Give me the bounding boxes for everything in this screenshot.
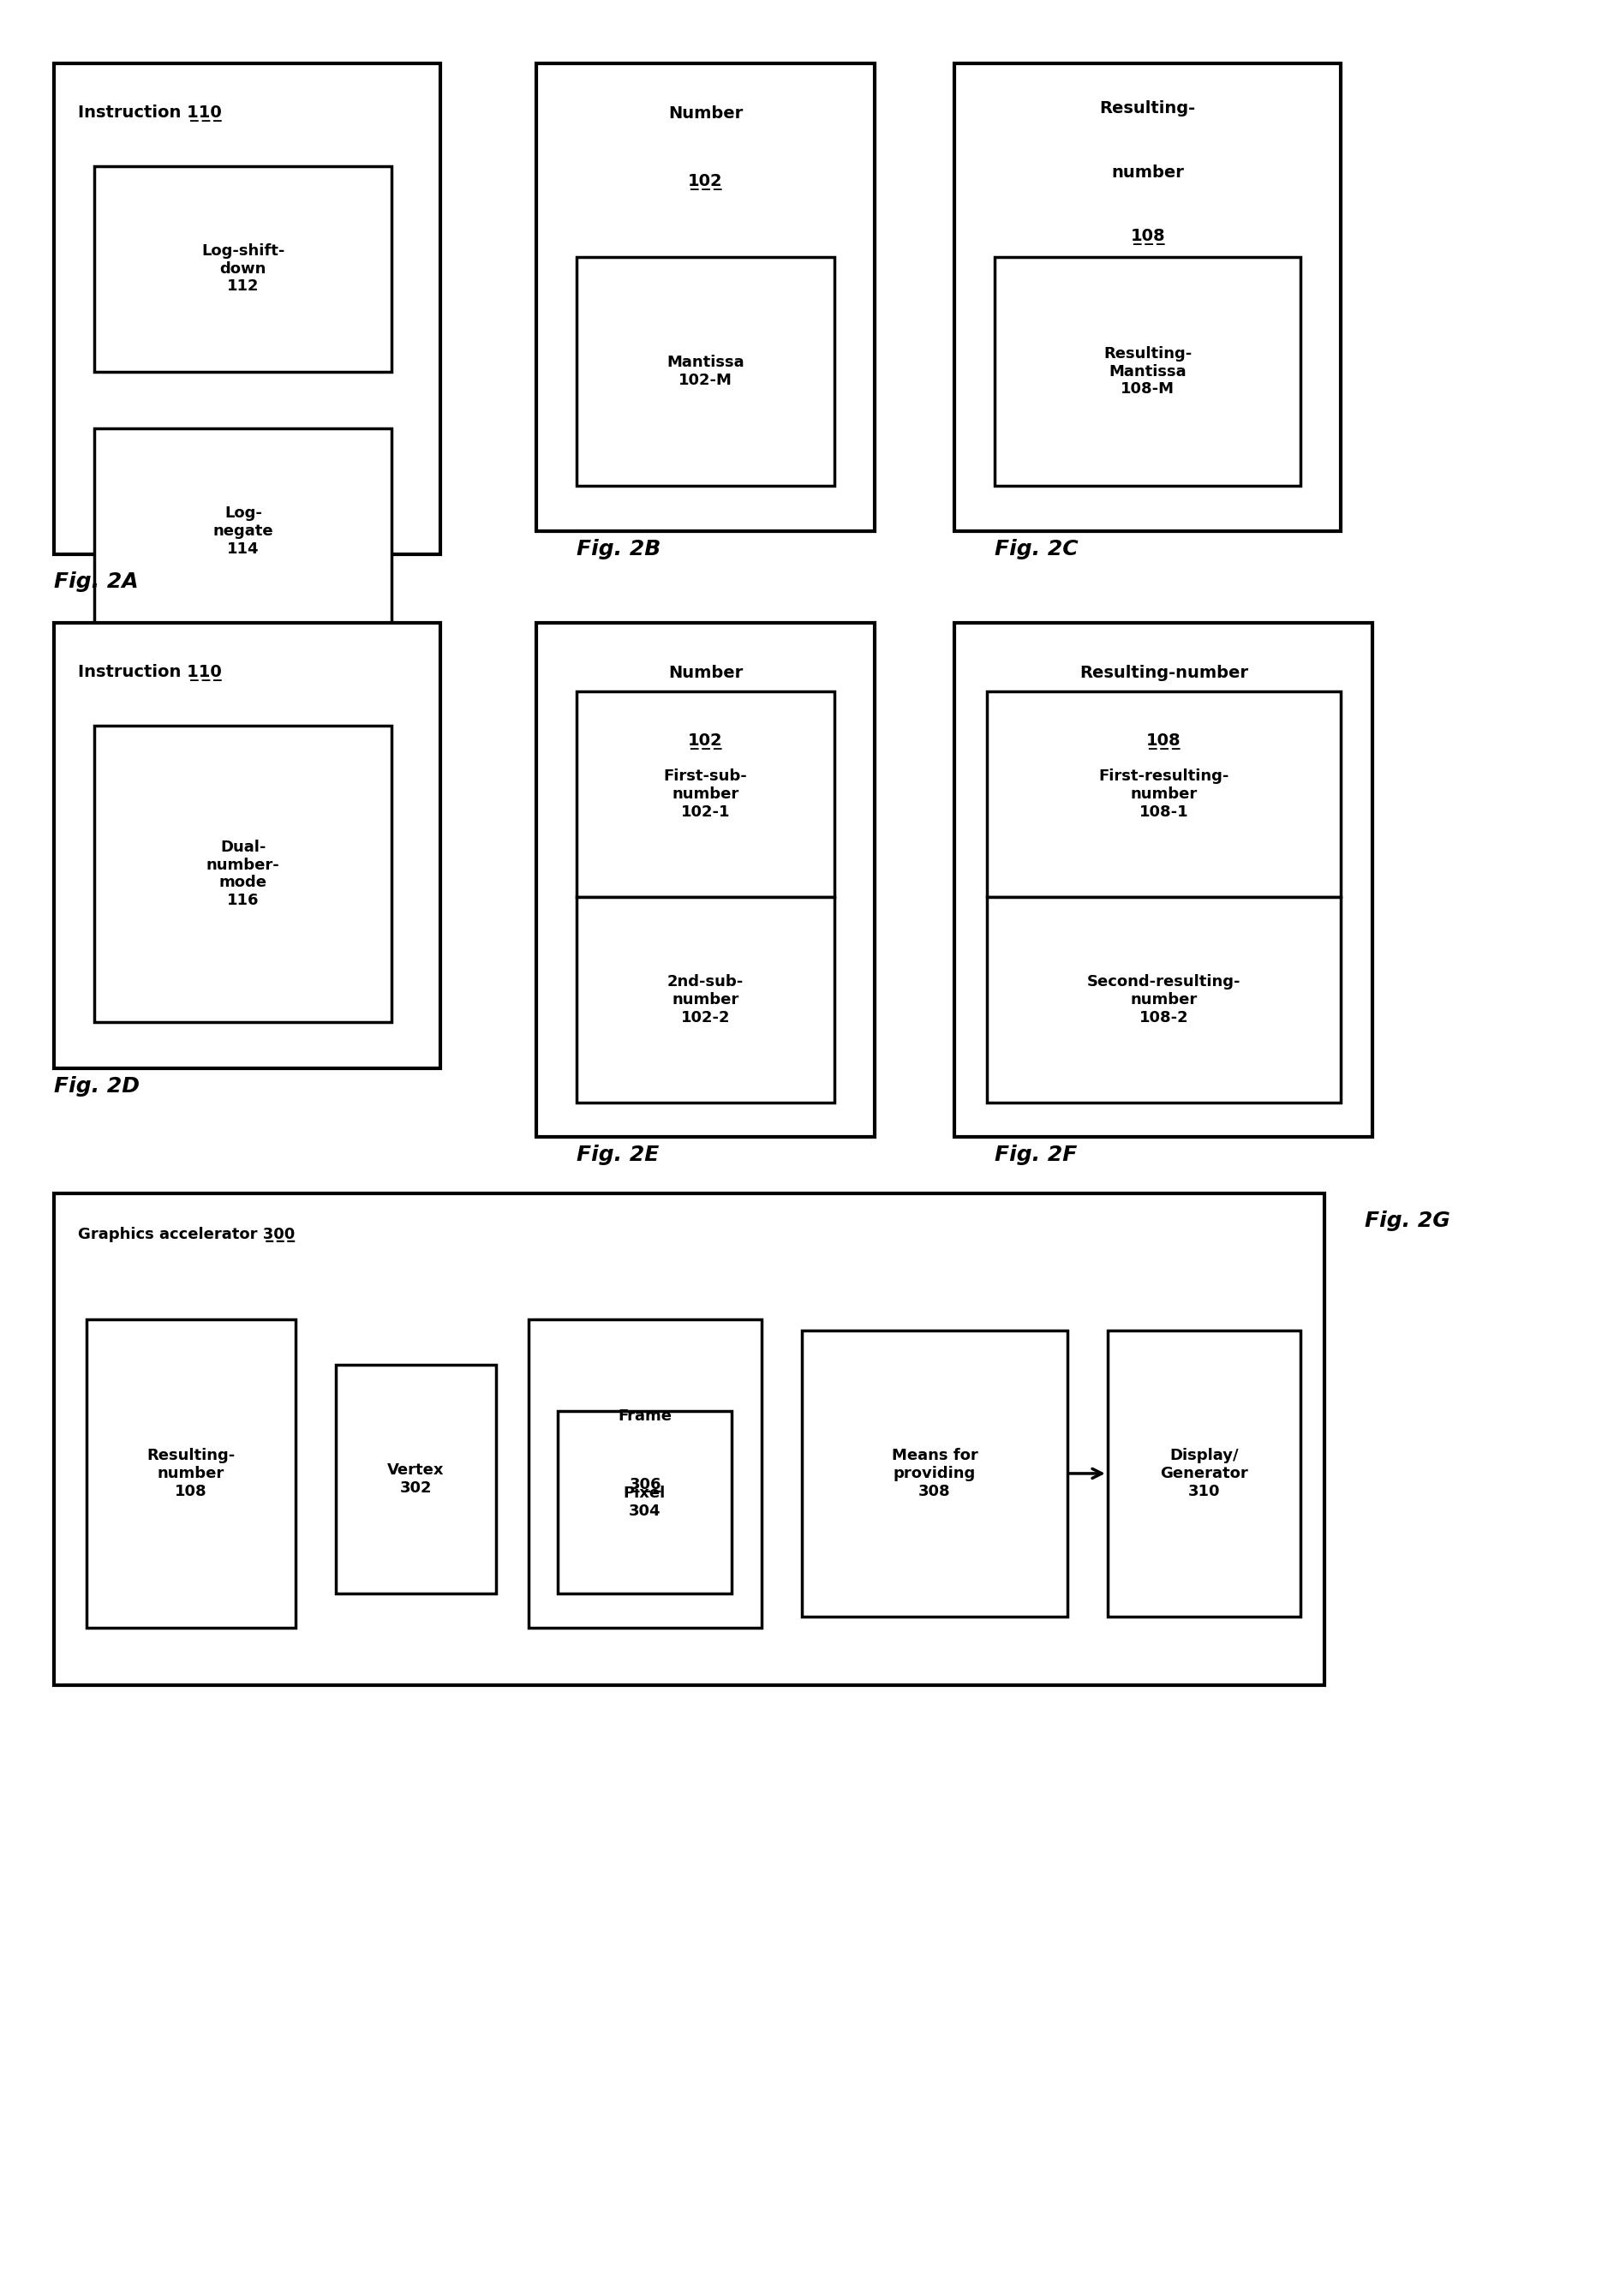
Text: Frame: Frame (619, 1410, 672, 1424)
FancyBboxPatch shape (536, 62, 875, 530)
Text: 1̲0̲2̲: 1̲0̲2̲ (688, 174, 723, 191)
FancyBboxPatch shape (94, 429, 392, 634)
Text: Fig. 2G: Fig. 2G (1364, 1210, 1450, 1231)
Text: 3̲0̲6̲: 3̲0̲6̲ (629, 1476, 661, 1492)
Text: number: number (1111, 165, 1184, 181)
Text: Fig. 2F: Fig. 2F (995, 1146, 1077, 1164)
FancyBboxPatch shape (577, 691, 834, 898)
Text: Means for
providing
308: Means for providing 308 (891, 1449, 978, 1499)
Text: Resulting-
Mantissa
108-M: Resulting- Mantissa 108-M (1103, 347, 1192, 397)
FancyBboxPatch shape (536, 622, 875, 1137)
FancyBboxPatch shape (987, 691, 1341, 898)
FancyBboxPatch shape (557, 1410, 731, 1593)
FancyBboxPatch shape (86, 1320, 295, 1628)
Text: First-sub-
number
102-1: First-sub- number 102-1 (664, 769, 747, 820)
FancyBboxPatch shape (954, 622, 1372, 1137)
Text: Instruction 1̲1̲0̲: Instruction 1̲1̲0̲ (78, 106, 222, 122)
FancyBboxPatch shape (94, 165, 392, 372)
FancyBboxPatch shape (577, 898, 834, 1102)
Text: Resulting-: Resulting- (1100, 101, 1196, 117)
Text: 1̲0̲8̲: 1̲0̲8̲ (1147, 732, 1181, 748)
Text: Fig. 2D: Fig. 2D (53, 1077, 139, 1097)
Text: Mantissa
102-M: Mantissa 102-M (667, 356, 744, 388)
Text: Vertex
302: Vertex 302 (387, 1463, 444, 1495)
Text: Log-shift-
down
112: Log-shift- down 112 (201, 243, 285, 294)
FancyBboxPatch shape (802, 1332, 1068, 1616)
Text: Log-
negate
114: Log- negate 114 (212, 505, 274, 558)
Text: First-resulting-
number
108-1: First-resulting- number 108-1 (1098, 769, 1230, 820)
Text: Fig. 2E: Fig. 2E (577, 1146, 659, 1164)
Text: Resulting-number: Resulting-number (1079, 666, 1247, 682)
Text: Display/
Generator
310: Display/ Generator 310 (1160, 1449, 1247, 1499)
FancyBboxPatch shape (53, 622, 441, 1068)
FancyBboxPatch shape (528, 1320, 761, 1628)
Text: Fig. 2C: Fig. 2C (995, 540, 1079, 560)
Text: Fig. 2B: Fig. 2B (577, 540, 661, 560)
FancyBboxPatch shape (1108, 1332, 1301, 1616)
Text: 2nd-sub-
number
102-2: 2nd-sub- number 102-2 (667, 974, 744, 1024)
Text: Resulting-
number
108: Resulting- number 108 (147, 1449, 235, 1499)
Text: Dual-
number-
mode
116: Dual- number- mode 116 (206, 840, 280, 909)
Text: 1̲0̲8̲: 1̲0̲8̲ (1131, 230, 1165, 246)
FancyBboxPatch shape (53, 62, 441, 553)
FancyBboxPatch shape (94, 726, 392, 1022)
Text: 1̲0̲2̲: 1̲0̲2̲ (688, 732, 723, 748)
Text: Instruction 1̲1̲0̲: Instruction 1̲1̲0̲ (78, 664, 222, 682)
Text: Second-resulting-
number
108-2: Second-resulting- number 108-2 (1087, 974, 1241, 1024)
Text: Number: Number (667, 106, 744, 122)
FancyBboxPatch shape (577, 257, 834, 487)
Text: Pixel
304: Pixel 304 (624, 1486, 666, 1518)
FancyBboxPatch shape (995, 257, 1301, 487)
FancyBboxPatch shape (335, 1366, 496, 1593)
FancyBboxPatch shape (53, 1194, 1325, 1685)
FancyBboxPatch shape (987, 898, 1341, 1102)
Text: Number: Number (667, 666, 744, 682)
FancyBboxPatch shape (954, 62, 1341, 530)
Text: Graphics accelerator 3̲0̲0̲: Graphics accelerator 3̲0̲0̲ (78, 1226, 295, 1242)
Text: Fig. 2A: Fig. 2A (53, 572, 139, 592)
